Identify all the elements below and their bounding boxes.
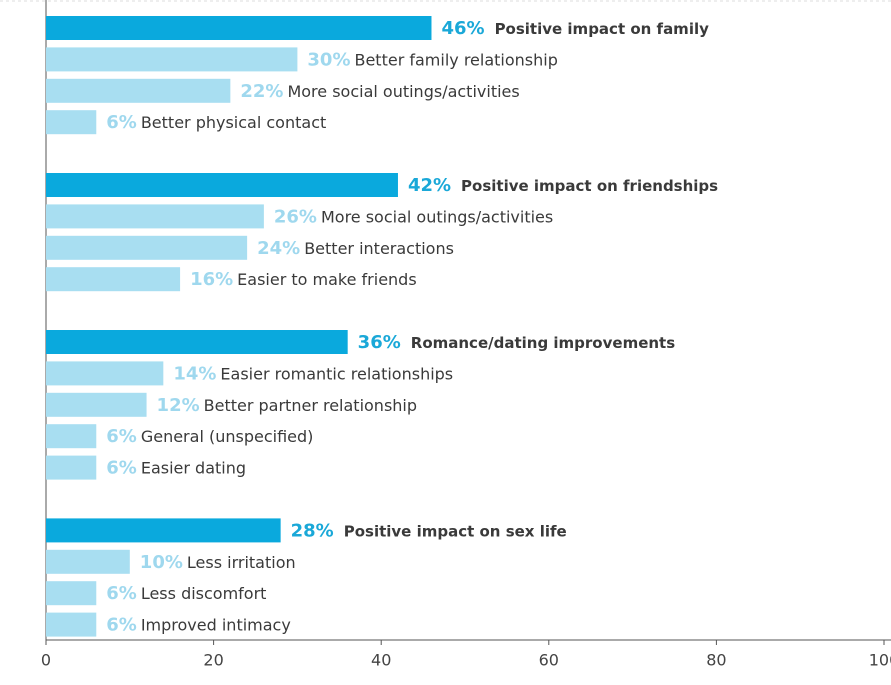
bar-label: 10% Less irritation <box>140 552 296 573</box>
value-label: 6% <box>106 458 137 479</box>
item-bar <box>46 392 147 417</box>
value-label: 6% <box>106 112 137 133</box>
category-label: Easier romantic relationships <box>220 364 453 383</box>
value-label: 46% <box>441 18 484 39</box>
item-bar <box>46 455 97 480</box>
item-bar <box>46 581 97 606</box>
category-label: Better family relationship <box>354 50 557 69</box>
value-label: 22% <box>240 81 283 102</box>
value-label: 6% <box>106 615 137 636</box>
item-bar <box>46 267 181 292</box>
bar-label: 6% Easier dating <box>106 458 246 479</box>
value-label: 36% <box>358 332 401 353</box>
value-label: 28% <box>291 520 334 541</box>
x-tick-label: 100 <box>869 651 891 670</box>
value-label: 24% <box>257 238 300 259</box>
value-label: 26% <box>274 206 317 227</box>
value-label: 30% <box>307 49 350 70</box>
x-tick-label: 40 <box>371 651 391 670</box>
bar-label: 16% Easier to make friends <box>190 269 417 290</box>
category-label: Better interactions <box>304 238 454 257</box>
item-bar <box>46 110 97 135</box>
group-bar <box>46 16 432 40</box>
bar-label: 14% Easier romantic relationships <box>173 363 453 384</box>
bar-label: 24% Better interactions <box>257 238 454 259</box>
value-label: 42% <box>408 175 451 196</box>
bar-label: 46% Positive impact on family <box>441 18 709 39</box>
x-tick-label: 20 <box>203 651 223 670</box>
category-label: Positive impact on friendships <box>461 177 718 195</box>
value-label: 10% <box>140 552 183 573</box>
bar-label: 6% Improved intimacy <box>106 615 291 636</box>
x-tick-label: 0 <box>41 651 51 670</box>
group-bar <box>46 173 398 197</box>
item-bar <box>46 204 264 229</box>
bar-label: 6% General (unspecified) <box>106 426 313 447</box>
bar-label: 36% Romance/dating improvements <box>358 332 676 353</box>
category-label: Better physical contact <box>141 113 326 132</box>
category-label: Less discomfort <box>141 584 267 603</box>
x-tick-label: 80 <box>706 651 726 670</box>
group-bar <box>46 518 281 543</box>
value-label: 16% <box>190 269 233 290</box>
bar-label: 22% More social outings/activities <box>240 81 519 102</box>
category-label: Positive impact on family <box>495 20 710 38</box>
bar-label: 12% Better partner relationship <box>157 395 417 416</box>
category-label: Less irritation <box>187 552 296 571</box>
bar-label: 30% Better family relationship <box>307 49 557 70</box>
value-label: 14% <box>173 363 216 384</box>
item-bar <box>46 47 298 72</box>
category-label: Romance/dating improvements <box>411 334 675 352</box>
category-label: Better partner relationship <box>204 395 417 414</box>
item-bar <box>46 361 164 386</box>
category-label: More social outings/activities <box>287 81 519 100</box>
group-bar <box>46 330 348 354</box>
x-tick-label: 60 <box>539 651 559 670</box>
category-label: Easier dating <box>141 458 246 477</box>
value-label: 6% <box>106 583 137 604</box>
bar-label: 26% More social outings/activities <box>274 206 553 227</box>
item-bar <box>46 612 97 637</box>
item-bar <box>46 78 231 103</box>
item-bar <box>46 549 130 574</box>
value-label: 6% <box>106 426 137 447</box>
category-label: More social outings/activities <box>321 207 553 226</box>
category-label: General (unspecified) <box>141 427 314 446</box>
item-bar <box>46 424 97 449</box>
item-bar <box>46 235 248 260</box>
value-label: 12% <box>157 395 200 416</box>
bar-label: 6% Less discomfort <box>106 583 266 604</box>
bar-label: 6% Better physical contact <box>106 112 326 133</box>
category-label: Improved intimacy <box>141 615 291 634</box>
bar-label: 28% Positive impact on sex life <box>291 520 567 541</box>
category-label: Positive impact on sex life <box>344 522 567 540</box>
bar-label: 42% Positive impact on friendships <box>408 175 718 196</box>
category-label: Easier to make friends <box>237 270 417 289</box>
